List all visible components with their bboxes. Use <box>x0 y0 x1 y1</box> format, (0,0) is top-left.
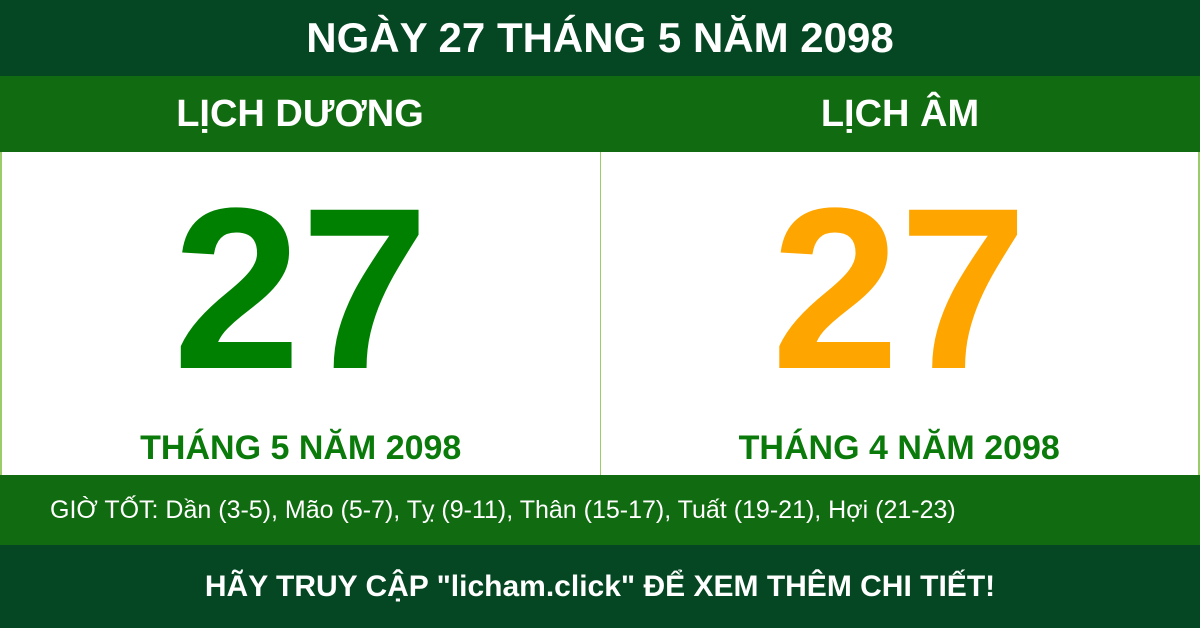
page-title: NGÀY 27 THÁNG 5 NĂM 2098 <box>0 0 1200 76</box>
solar-label: LỊCH DƯƠNG <box>176 92 424 135</box>
calendar-headers: LỊCH DƯƠNG LỊCH ÂM <box>0 76 1200 152</box>
solar-month-year: THÁNG 5 NĂM 2098 <box>140 429 462 467</box>
calendar-body: 27 THÁNG 5 NĂM 2098 27 THÁNG 4 NĂM 2098 <box>0 152 1200 475</box>
solar-day: 27 <box>172 160 429 417</box>
lunar-column: 27 THÁNG 4 NĂM 2098 <box>599 152 1199 475</box>
lunar-month-year: THÁNG 4 NĂM 2098 <box>738 429 1060 467</box>
footer-cta: HÃY TRUY CẬP "licham.click" ĐỂ XEM THÊM … <box>0 545 1200 628</box>
good-hours: GIỜ TỐT: Dần (3-5), Mão (5-7), Tỵ (9-11)… <box>0 475 1200 545</box>
lunar-day: 27 <box>771 160 1028 417</box>
lunar-label: LỊCH ÂM <box>820 92 980 135</box>
solar-column: 27 THÁNG 5 NĂM 2098 <box>2 152 600 475</box>
